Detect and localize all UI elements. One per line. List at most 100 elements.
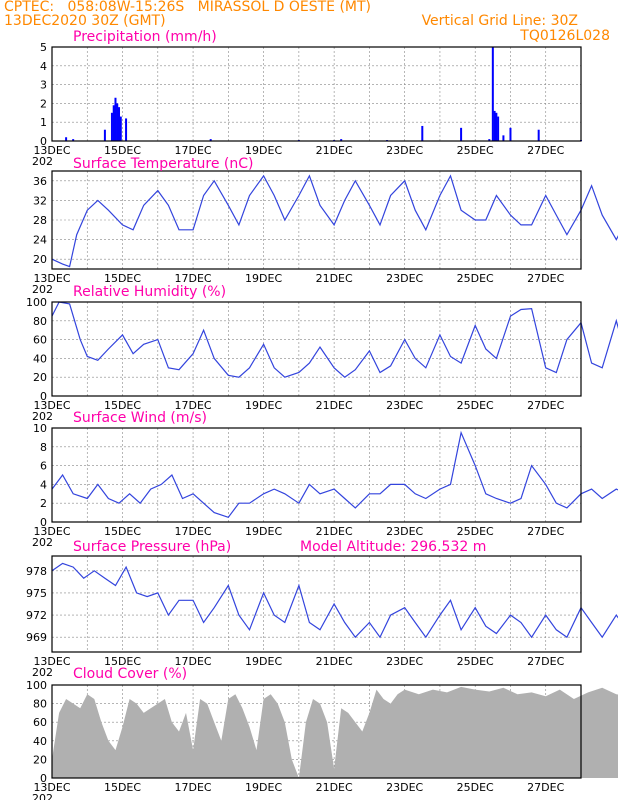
x-tick-label: 15DEC — [104, 272, 141, 285]
temp-series-line — [51, 174, 618, 268]
model-code: TQ0126L028 — [520, 28, 610, 44]
x-tick-label: 27DEC — [527, 525, 564, 538]
x-tick-label: 17DEC — [175, 272, 212, 285]
bar — [502, 135, 505, 141]
y-tick-label: 28 — [33, 214, 47, 227]
x-tick-label: 23DEC — [386, 272, 423, 285]
x-tick-label: 17DEC — [175, 144, 212, 157]
x-tick-label: 27DEC — [527, 399, 564, 412]
x-year-label: 202 — [32, 283, 53, 296]
temp-title: Surface Temperature (nC) — [73, 156, 254, 172]
y-tick-label: 60 — [33, 334, 47, 347]
x-tick-label: 21DEC — [316, 144, 353, 157]
x-tick-label: 19DEC — [245, 144, 282, 157]
rh-series-line — [51, 301, 618, 378]
x-tick-label: 17DEC — [175, 399, 212, 412]
y-tick-label: 36 — [33, 175, 47, 188]
bar — [497, 116, 500, 141]
x-year-label: 202 — [32, 666, 53, 679]
x-tick-label: 23DEC — [386, 525, 423, 538]
x-tick-label: 13DEC — [33, 399, 70, 412]
y-tick-label: 60 — [33, 716, 47, 729]
bar — [118, 107, 121, 141]
model-altitude-label: Model Altitude: 296.532 m — [300, 539, 486, 555]
bar — [209, 139, 212, 141]
x-tick-label: 23DEC — [386, 781, 423, 794]
x-tick-label: 21DEC — [316, 655, 353, 668]
y-tick-label: 80 — [33, 315, 47, 328]
bar — [340, 139, 343, 141]
rh-title: Relative Humidity (%) — [73, 284, 226, 300]
precip-title: Precipitation (mm/h) — [73, 29, 217, 45]
x-tick-label: 21DEC — [316, 272, 353, 285]
bar — [119, 116, 122, 141]
x-tick-label: 15DEC — [104, 781, 141, 794]
y-tick-label: 972 — [26, 609, 47, 622]
y-tick-label: 0 — [40, 772, 47, 785]
bar — [460, 127, 463, 141]
y-tick-label: 969 — [26, 631, 47, 644]
x-tick-label: 13DEC — [33, 781, 70, 794]
bar — [495, 112, 498, 141]
x-tick-label: 13DEC — [33, 272, 70, 285]
bar — [537, 129, 540, 141]
y-tick-label: 975 — [26, 587, 47, 600]
y-tick-label: 0 — [40, 516, 47, 529]
y-tick-label: 24 — [33, 234, 47, 247]
y-tick-label: 4 — [40, 60, 47, 73]
y-tick-label: 4 — [40, 478, 47, 491]
bar — [488, 139, 491, 141]
plot-frame — [51, 555, 582, 653]
x-tick-label: 17DEC — [175, 525, 212, 538]
x-tick-label: 27DEC — [527, 655, 564, 668]
x-tick-label: 25DEC — [457, 655, 494, 668]
vertical-grid-label: Vertical Grid Line: 30Z — [421, 13, 578, 29]
y-tick-label: 10 — [33, 422, 47, 435]
bar — [421, 125, 424, 141]
x-tick-label: 15DEC — [104, 655, 141, 668]
plot-frame — [51, 170, 582, 270]
x-tick-label: 17DEC — [175, 781, 212, 794]
y-tick-label: 20 — [33, 371, 47, 384]
y-tick-label: 5 — [40, 41, 47, 54]
x-tick-label: 19DEC — [245, 525, 282, 538]
y-tick-label: 1 — [40, 116, 47, 129]
y-tick-label: 20 — [33, 253, 47, 266]
plot-frame — [51, 46, 582, 142]
x-year-label: 202 — [32, 792, 53, 800]
x-tick-label: 19DEC — [245, 272, 282, 285]
bar — [103, 129, 106, 141]
wind-title: Surface Wind (m/s) — [73, 410, 207, 426]
bar — [110, 112, 113, 141]
x-tick-label: 25DEC — [457, 781, 494, 794]
x-tick-label: 19DEC — [245, 399, 282, 412]
x-tick-label: 25DEC — [457, 399, 494, 412]
x-tick-label: 13DEC — [33, 525, 70, 538]
bar — [125, 118, 128, 141]
x-tick-label: 25DEC — [457, 144, 494, 157]
wind-series-line — [51, 430, 618, 519]
y-tick-label: 6 — [40, 460, 47, 473]
plot-frame — [51, 427, 582, 523]
plot-frame — [51, 684, 582, 779]
bar — [112, 105, 115, 141]
bar — [116, 103, 119, 141]
bar — [114, 97, 117, 141]
x-tick-label: 21DEC — [316, 399, 353, 412]
x-year-label: 202 — [32, 155, 53, 168]
y-tick-label: 100 — [26, 296, 47, 309]
header-line1: CPTEC: 058:08W-15:26S MIRASSOL D OESTE (… — [4, 0, 371, 15]
y-tick-label: 32 — [33, 194, 47, 207]
y-tick-label: 978 — [26, 565, 47, 578]
y-tick-label: 0 — [40, 135, 47, 148]
pressure-title: Surface Pressure (hPa) — [73, 539, 231, 555]
x-tick-label: 15DEC — [104, 399, 141, 412]
y-tick-label: 40 — [33, 352, 47, 365]
bar — [493, 110, 496, 141]
x-tick-label: 21DEC — [316, 525, 353, 538]
bar — [65, 137, 68, 141]
x-tick-label: 19DEC — [245, 781, 282, 794]
bar — [509, 127, 512, 141]
x-tick-label: 27DEC — [527, 144, 564, 157]
